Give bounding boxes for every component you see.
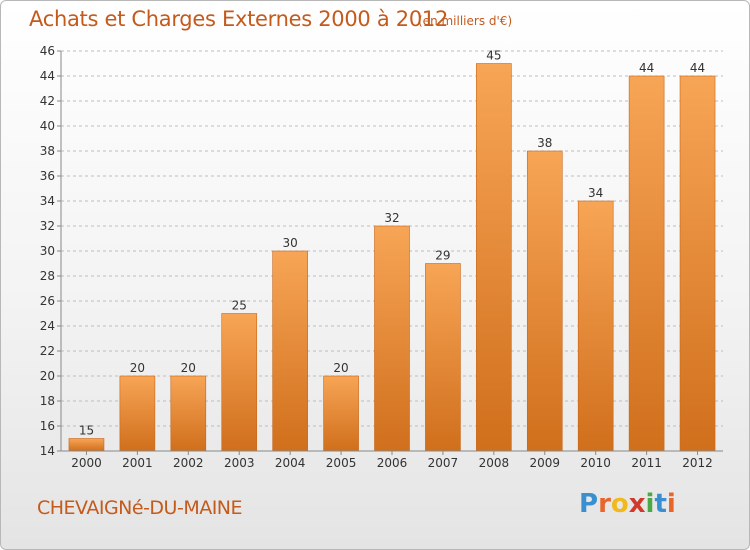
x-tick-label: 2008 (479, 456, 510, 470)
x-tick-label: 2003 (224, 456, 255, 470)
logo-letter: r (598, 489, 611, 519)
logo-letter: i (645, 489, 655, 519)
y-tick-label: 42 (40, 94, 55, 108)
y-tick-label: 26 (40, 294, 55, 308)
bar (170, 375, 207, 452)
bar (221, 313, 258, 452)
bar (526, 150, 563, 452)
y-tick-label: 20 (40, 369, 55, 383)
bar (476, 63, 512, 452)
x-tick-label: 2004 (275, 456, 306, 470)
bar-value-label: 38 (537, 136, 552, 150)
y-tick-label: 16 (40, 419, 55, 433)
logo-letter: i (666, 489, 676, 519)
bar-value-label: 29 (435, 249, 450, 263)
x-tick-label: 2006 (377, 456, 408, 470)
commune-name: CHEVAIGNé-DU-MAINE (37, 497, 243, 519)
y-tick-label: 36 (40, 169, 55, 183)
logo-letter: o (610, 489, 629, 519)
bar-value-label: 30 (283, 236, 298, 250)
y-tick-label: 44 (40, 69, 55, 83)
bar-value-label: 34 (588, 186, 603, 200)
x-tick-label: 2007 (428, 456, 459, 470)
x-tick-label: 2001 (122, 456, 153, 470)
bar-value-label: 20 (333, 361, 348, 375)
y-tick-label: 18 (40, 394, 55, 408)
y-tick-label: 40 (40, 119, 55, 133)
bar-value-label: 32 (384, 211, 399, 225)
bar-value-label: 15 (79, 424, 94, 438)
x-tick-label: 2005 (326, 456, 357, 470)
x-tick-label: 2002 (173, 456, 204, 470)
chart-subtitle: (en milliers d'€) (418, 14, 513, 28)
bar (577, 200, 614, 452)
y-tick-label: 38 (40, 144, 55, 158)
bar-value-label: 45 (486, 49, 501, 63)
chart-title: Achats et Charges Externes 2000 à 2012 (29, 7, 449, 31)
y-tick-label: 22 (40, 344, 55, 358)
bar (628, 75, 665, 452)
x-tick-label: 2010 (580, 456, 611, 470)
bar-value-label: 20 (181, 361, 196, 375)
y-tick-label: 32 (40, 219, 55, 233)
axes: 14 16 18 20 22 24 26 28 30 32 34 36 38 40 42 44 46 2000 20… (40, 44, 723, 470)
y-tick-label: 34 (40, 194, 55, 208)
bar (68, 438, 105, 452)
y-tick-label: 28 (40, 269, 55, 283)
bar-value-label: 20 (130, 361, 145, 375)
bar (119, 375, 156, 452)
logo-letter: P (579, 489, 599, 519)
x-tick-label: 2012 (682, 456, 713, 470)
bar-value-label: 25 (232, 299, 247, 313)
y-tick-label: 30 (40, 244, 55, 258)
logo-letter: t (654, 489, 667, 519)
x-tick-label: 2011 (631, 456, 662, 470)
x-tick-label: 2000 (71, 456, 102, 470)
x-tick-label: 2009 (529, 456, 560, 470)
y-tick-label: 24 (40, 319, 55, 333)
bar-value-label: 44 (639, 61, 654, 75)
y-tick-label: 46 (40, 44, 55, 58)
bar (679, 75, 716, 452)
bar (323, 375, 359, 452)
bar (425, 263, 461, 452)
bars (68, 63, 716, 452)
y-tick-label: 14 (40, 444, 55, 458)
bar (374, 225, 410, 452)
bar (272, 250, 308, 452)
data-labels: 15 20 20 25 30 20 32 29 45 38 34 44 44 (79, 49, 705, 438)
logo-letter: x (628, 489, 646, 519)
proxiti-logo: Proxiti (579, 489, 676, 519)
bar-value-label: 44 (690, 61, 705, 75)
